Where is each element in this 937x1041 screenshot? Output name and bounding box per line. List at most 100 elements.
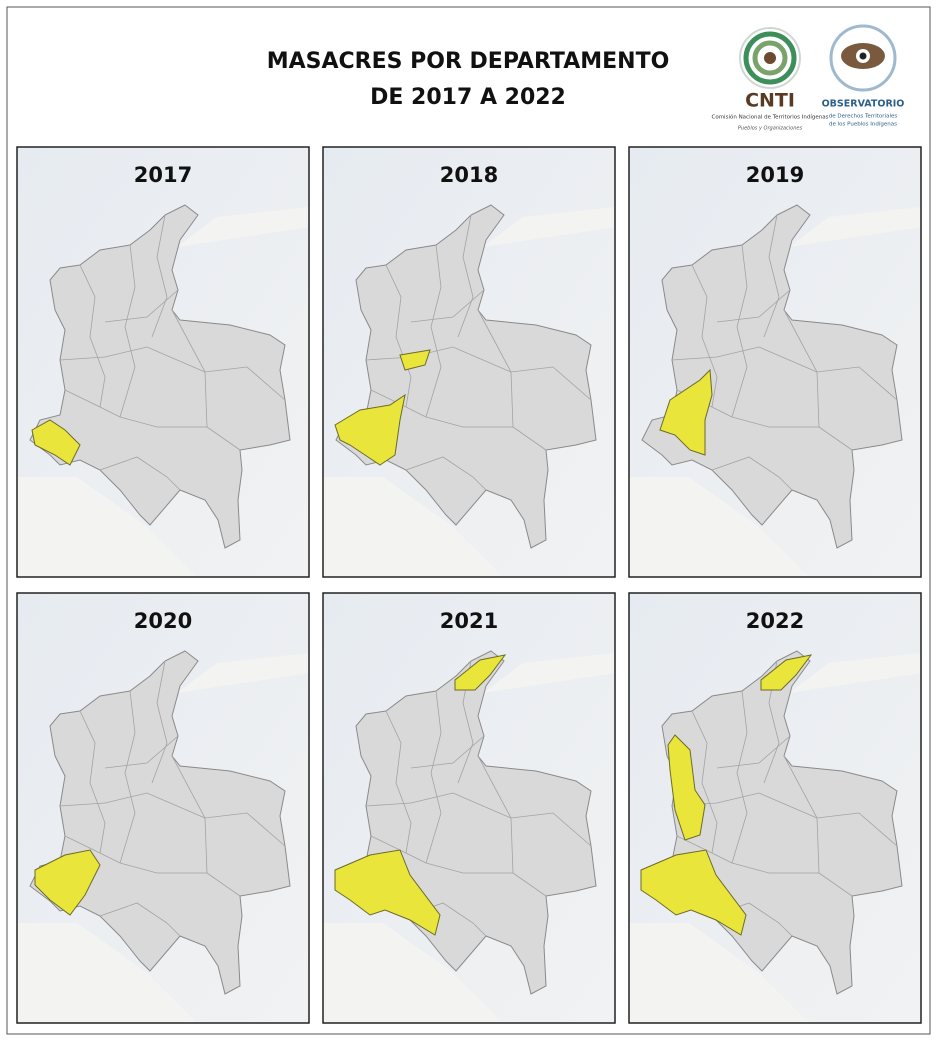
title-line: DE 2017 A 2022 [370, 85, 566, 110]
logo-name: OBSERVATORIO [822, 99, 905, 110]
highlighted-department [399, 349, 431, 371]
highlighted-department [334, 849, 441, 936]
department-border [79, 710, 106, 854]
department-border [151, 660, 168, 784]
department-border [385, 710, 412, 854]
title-line: MASACRES POR DEPARTAMENTO [267, 49, 670, 74]
department-border [731, 690, 748, 864]
neighbor-land [629, 653, 921, 1023]
panels: 2017 2018 2019 2020 2021 2022 [16, 146, 922, 1024]
department-border [477, 309, 592, 401]
highlighted-department [640, 849, 747, 936]
highlighted-department [31, 419, 81, 466]
department-border [99, 456, 181, 491]
department-border [171, 309, 286, 401]
panel-border [322, 146, 616, 578]
neighbor-land [323, 207, 615, 577]
logo-ring [752, 40, 788, 76]
map-panel: 2020 [16, 592, 310, 1024]
department-border [171, 755, 286, 847]
logo-tagline: Pueblos y Organizaciones [738, 126, 803, 132]
panel-year: 2022 [746, 609, 804, 633]
highlighted-department [760, 654, 813, 691]
department-border [365, 346, 512, 373]
department-border [763, 214, 780, 338]
department-border [783, 309, 898, 401]
department-border [119, 690, 136, 864]
logo-tagline: de los Pueblos Indígenas [829, 121, 897, 128]
highlighted-department [667, 734, 706, 841]
panel-border [322, 592, 616, 1024]
panel-year: 2021 [440, 609, 498, 633]
department-border [731, 862, 819, 874]
department-border [425, 690, 442, 864]
department-border [477, 755, 592, 847]
logo-name: CNTI [745, 90, 795, 112]
neighbor-land [323, 653, 615, 1023]
map-panel: 2022 [628, 592, 922, 1024]
panel-border [16, 592, 310, 1024]
department-border [457, 214, 474, 338]
department-border [79, 264, 106, 408]
department-border [151, 214, 168, 338]
map-panel: 2019 [628, 146, 922, 578]
department-border [731, 244, 748, 418]
logo-ring [743, 31, 797, 85]
department-border [711, 456, 793, 491]
department-border [783, 755, 898, 847]
department-border [370, 835, 427, 864]
panel-border [16, 146, 310, 578]
neighbor-land [629, 207, 921, 577]
department-border [425, 862, 513, 874]
department-border [405, 456, 487, 491]
department-border [425, 244, 442, 418]
panel-border [628, 146, 922, 578]
panel-year: 2019 [746, 163, 804, 187]
neighbor-land [17, 207, 309, 577]
department-border [676, 835, 733, 864]
logo-subtitle: Comisión Nacional de Territorios Indígen… [711, 114, 828, 121]
logo-pupil [859, 52, 867, 60]
cnti-logo: CNTI Comisión Nacional de Territorios In… [711, 27, 829, 132]
department-border [119, 416, 207, 428]
department-border [119, 244, 136, 418]
panel-year: 2017 [134, 163, 192, 187]
highlighted-department [334, 393, 406, 466]
department-border [385, 264, 412, 408]
department-border [64, 835, 121, 864]
department-border [59, 792, 206, 819]
observatorio-logo: OBSERVATORIO de Derechos Territoriales d… [822, 24, 905, 128]
logo-center [764, 52, 776, 64]
department-border [104, 735, 179, 769]
map-panel: 2021 [322, 592, 616, 1024]
department-border [64, 389, 121, 418]
department-border [716, 289, 791, 323]
highlighted-department [34, 849, 101, 916]
department-border [691, 264, 718, 408]
department-border [716, 735, 791, 769]
department-border [370, 389, 427, 418]
department-border [410, 289, 485, 323]
frame [6, 6, 931, 1035]
department-border [691, 710, 718, 854]
panel-year: 2018 [440, 163, 498, 187]
map-panel: 2018 [322, 146, 616, 578]
panel-border [628, 592, 922, 1024]
department-border [671, 346, 818, 373]
department-border [104, 289, 179, 323]
department-border [119, 862, 207, 874]
department-border [425, 416, 513, 428]
map-panel: 2017 [16, 146, 310, 578]
neighbor-land [17, 653, 309, 1023]
department-border [365, 792, 512, 819]
logo-subtitle: de Derechos Territoriales [829, 114, 898, 120]
highlighted-department [659, 368, 713, 456]
department-border [410, 735, 485, 769]
panel-year: 2020 [134, 609, 192, 633]
highlighted-department [454, 654, 507, 691]
department-border [99, 902, 181, 937]
department-border [731, 416, 819, 428]
department-border [59, 346, 206, 373]
